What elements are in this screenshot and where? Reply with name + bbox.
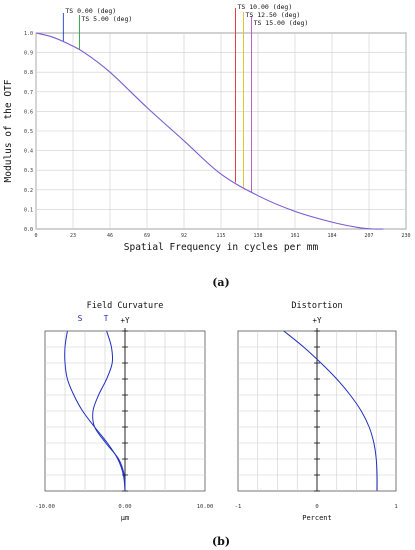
mtf-y-tick-label: 1.0 xyxy=(24,31,33,37)
fc-curve-s xyxy=(64,330,126,492)
mtf-x-tick-label: 92 xyxy=(181,233,187,239)
dist-curves xyxy=(283,330,378,492)
mtf-y-tick-label: 0.3 xyxy=(24,168,33,174)
panel-label-a: (a) xyxy=(212,276,230,289)
dist-y-axis-label: +Y xyxy=(312,316,322,325)
fc-x-tick-0: -10.00 xyxy=(35,504,55,510)
mtf-x-tick-label: 0 xyxy=(34,233,37,239)
mtf-y-tick-label: 0.7 xyxy=(24,90,33,96)
fc-legend-s: S xyxy=(78,314,83,323)
mtf-y-ticks: 0.0 0.1 0.2 0.3 0.4 0.5 0.6 0.7 0.8 0.9 1.0 xyxy=(24,31,33,233)
mtf-x-tick-label: 115 xyxy=(216,233,225,239)
mtf-x-tick-label: 207 xyxy=(364,233,373,239)
mtf-y-tick-label: 0.1 xyxy=(24,207,33,213)
mtf-y-tick-label: 0.4 xyxy=(24,149,33,155)
fc-curves xyxy=(64,330,126,492)
mtf-y-tick-label: 0.9 xyxy=(24,51,33,57)
mtf-x-tick-label: 46 xyxy=(107,233,113,239)
fc-x-axis-label: µm xyxy=(121,514,129,522)
mtf-x-tick-label: 230 xyxy=(401,233,410,239)
distortion-title: Distortion xyxy=(291,301,342,311)
mtf-x-tick-label: 69 xyxy=(144,233,150,239)
mtf-legend-label: TS 15.00 (deg) xyxy=(254,19,309,27)
mtf-x-tick-label: 184 xyxy=(327,233,336,239)
fc-grid xyxy=(45,331,205,491)
fc-x-tick-1: 0.00 xyxy=(118,504,131,510)
mtf-chart: TS 0.00 (deg)TS 5.00 (deg) TS 10.00 (deg)… xyxy=(3,3,411,253)
panel-label-b: (b) xyxy=(212,535,230,548)
mtf-y-tick-label: 0.8 xyxy=(24,70,33,76)
mtf-legend-label: TS 5.00 (deg) xyxy=(81,15,132,23)
dist-center-axis xyxy=(314,328,320,492)
mtf-legend-label: TS 10.00 (deg) xyxy=(237,3,292,11)
dist-x-tick-0: -1 xyxy=(235,504,242,510)
mtf-x-tick-label: 138 xyxy=(253,233,262,239)
mtf-y-tick-label: 0.5 xyxy=(24,129,33,135)
dist-curve-0 xyxy=(283,330,378,492)
mtf-x-ticks: 0 23 46 69 92 115 138 161 184 207 230 xyxy=(34,233,410,239)
mtf-curve xyxy=(35,32,384,230)
mtf-cutoff-lines xyxy=(62,8,253,192)
fc-legend-t: T xyxy=(104,314,109,323)
field-curvature-chart: Field Curvature S T +Y -10.00 0.00 10.00… xyxy=(35,301,213,522)
mtf-legend: TS 0.00 (deg)TS 5.00 (deg) TS 10.00 (deg)… xyxy=(65,3,308,27)
fc-y-axis-label: +Y xyxy=(120,316,130,325)
mtf-y-axis-label: Modulus of the OTF xyxy=(3,79,14,182)
mtf-curves xyxy=(35,32,384,230)
distortion-chart: Distortion +Y -1 0 1 Percent xyxy=(235,301,398,522)
mtf-x-tick-label: 161 xyxy=(290,233,299,239)
mtf-y-tick-label: 0.0 xyxy=(24,227,33,233)
mtf-x-tick-label: 23 xyxy=(70,233,76,239)
fc-curve-t xyxy=(92,330,126,492)
mtf-x-axis-label: Spatial Frequency in cycles per mm xyxy=(124,242,319,253)
dist-x-axis-label: Percent xyxy=(302,514,332,522)
dist-x-tick-2: 1 xyxy=(394,504,397,510)
field-curvature-title: Field Curvature xyxy=(87,301,164,311)
mtf-legend-label: TS 12.50 (deg) xyxy=(246,11,301,19)
dist-x-tick-1: 0 xyxy=(315,504,318,510)
fc-x-tick-2: 10.00 xyxy=(197,504,214,510)
mtf-grid xyxy=(35,32,407,230)
mtf-legend-label: TS 0.00 (deg) xyxy=(65,7,116,15)
mtf-y-tick-label: 0.6 xyxy=(24,109,33,115)
mtf-y-tick-label: 0.2 xyxy=(24,188,33,194)
